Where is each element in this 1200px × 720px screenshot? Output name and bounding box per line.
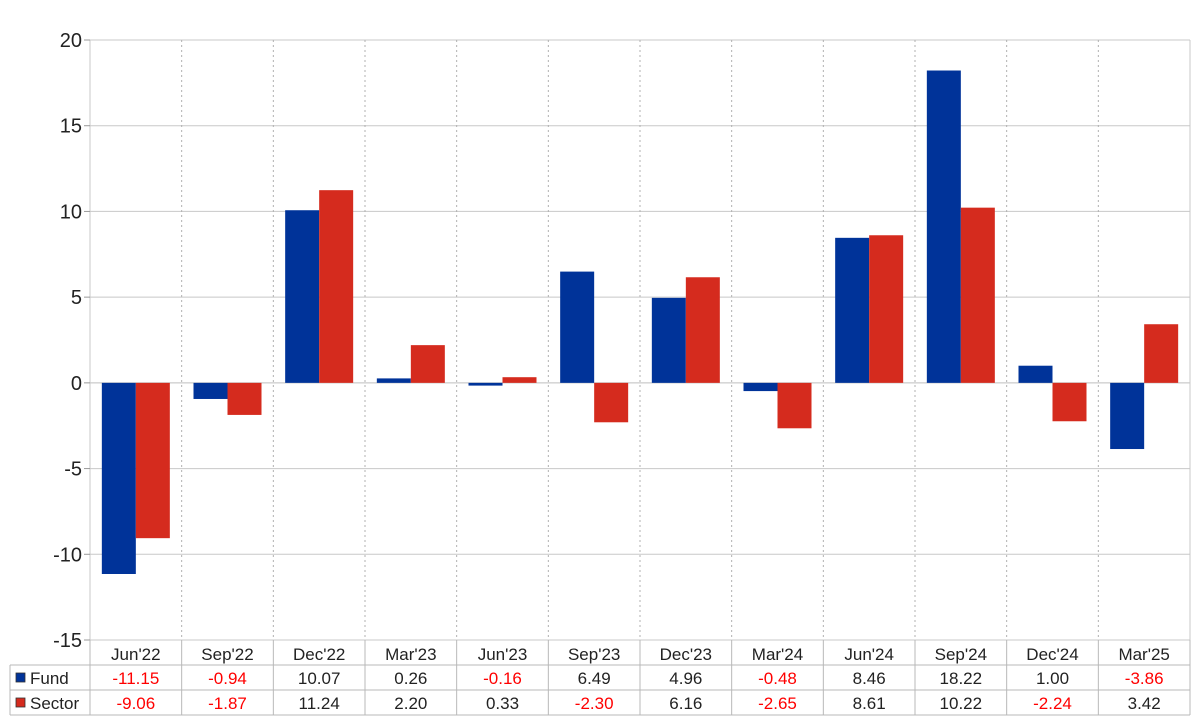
table-cell-sector: 0.33 — [486, 694, 519, 713]
bar-sector-1 — [227, 382, 262, 415]
bar-sector-5 — [594, 382, 629, 423]
category-label: Dec'22 — [293, 645, 345, 664]
bar-fund-0 — [101, 382, 136, 574]
bar-fund-2 — [285, 210, 320, 383]
bar-fund-3 — [376, 378, 411, 383]
table-cell-fund: 4.96 — [669, 669, 702, 688]
category-label: Jun'23 — [478, 645, 528, 664]
table-cell-fund: -0.16 — [483, 669, 522, 688]
bar-sector-9 — [960, 207, 995, 383]
category-label: Sep'23 — [568, 645, 620, 664]
category-label: Mar'24 — [752, 645, 803, 664]
bar-sector-0 — [135, 382, 170, 539]
table-cell-fund: 10.07 — [298, 669, 341, 688]
table-cell-sector: 2.20 — [394, 694, 427, 713]
y-tick-label: 15 — [60, 116, 82, 138]
table-cell-fund: 8.46 — [853, 669, 886, 688]
table-cell-fund: 6.49 — [578, 669, 611, 688]
bar-fund-9 — [926, 70, 961, 383]
bar-sector-2 — [319, 190, 354, 383]
table-cell-fund: -0.48 — [758, 669, 797, 688]
legend-label-sector: Sector — [30, 694, 79, 713]
bars — [101, 70, 1179, 574]
table-cell-fund: 18.22 — [940, 669, 983, 688]
category-label: Sep'22 — [201, 645, 253, 664]
bar-fund-5 — [560, 271, 595, 383]
table-cell-fund: -0.94 — [208, 669, 247, 688]
category-label: Mar'23 — [385, 645, 436, 664]
bar-fund-6 — [651, 297, 686, 383]
data-table: Jun'22 Sep'22 Dec'22 Mar'23 Jun'23 Sep'23 Dec'… — [9, 640, 1191, 716]
bar-sector-7 — [777, 382, 812, 429]
category-label: Mar'25 — [1118, 645, 1169, 664]
table-cell-sector: -2.65 — [758, 694, 797, 713]
bar-fund-4 — [468, 382, 503, 386]
table-cell-sector: -9.06 — [116, 694, 155, 713]
y-tick-label: 10 — [60, 201, 82, 223]
category-label: Jun'22 — [111, 645, 161, 664]
bar-sector-8 — [869, 235, 904, 383]
y-tick-label: 5 — [71, 287, 82, 309]
grid-lines — [89, 39, 1191, 641]
table-cell-sector: 10.22 — [940, 694, 983, 713]
table-cell-fund: 1.00 — [1036, 669, 1069, 688]
table-cell-fund: -11.15 — [112, 669, 159, 688]
legend-swatch-sector — [15, 697, 26, 708]
table-cell-sector: 3.42 — [1128, 694, 1161, 713]
table-cell-fund: 0.26 — [394, 669, 427, 688]
category-label: Dec'24 — [1026, 645, 1078, 664]
bar-fund-10 — [1018, 365, 1053, 383]
table-cell-sector: -1.87 — [208, 694, 247, 713]
y-tick-label: 20 — [60, 30, 82, 52]
y-tick-label: -10 — [53, 544, 82, 566]
bar-fund-7 — [743, 382, 778, 392]
bar-sector-4 — [502, 377, 537, 383]
y-tick-label: 0 — [71, 373, 82, 395]
y-axis-ticks: 20 15 10 5 0 -5 -10 -15 — [53, 30, 90, 652]
category-label: Jun'24 — [844, 645, 894, 664]
table-cell-sector: -2.30 — [575, 694, 614, 713]
table-cell-sector: 8.61 — [853, 694, 886, 713]
bar-fund-8 — [835, 237, 870, 383]
y-tick-label: -5 — [64, 459, 82, 481]
bar-fund-1 — [193, 382, 228, 399]
category-label: Sep'24 — [935, 645, 987, 664]
bar-fund-11 — [1110, 382, 1145, 450]
bar-sector-6 — [685, 277, 720, 383]
legend-label-fund: Fund — [30, 669, 69, 688]
table-cell-fund: -3.86 — [1125, 669, 1164, 688]
table-cell-sector: 11.24 — [299, 694, 340, 713]
table-cell-sector: 6.16 — [669, 694, 702, 713]
bar-sector-3 — [410, 345, 445, 383]
category-label: Dec'23 — [660, 645, 712, 664]
y-tick-label: -15 — [53, 630, 82, 652]
bar-sector-11 — [1144, 324, 1179, 383]
table-cell-sector: -2.24 — [1033, 694, 1072, 713]
legend-swatch-fund — [15, 672, 26, 683]
bar-sector-10 — [1052, 382, 1087, 422]
